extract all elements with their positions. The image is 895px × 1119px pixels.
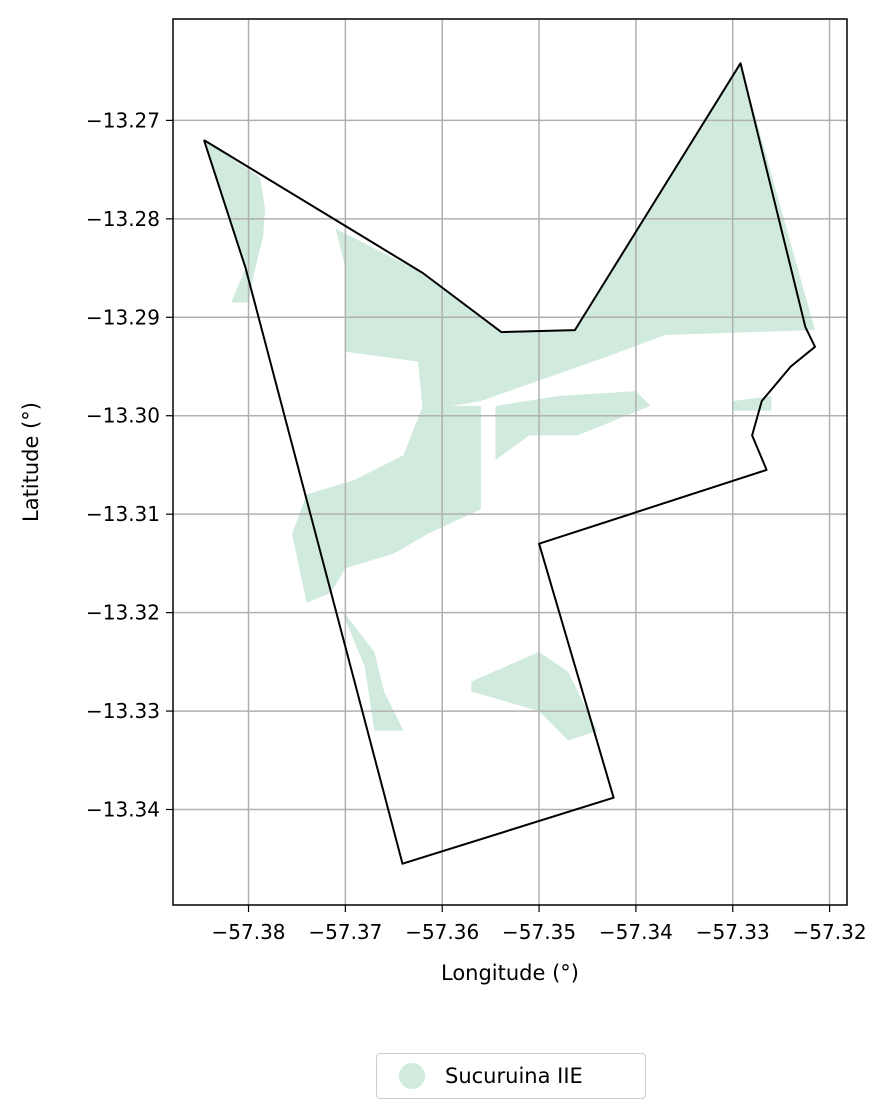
y-tick-label: −13.30 [86, 404, 160, 428]
y-tick-label: −13.33 [86, 699, 160, 723]
boundary-layer [203, 62, 816, 865]
region-fill [732, 396, 772, 411]
x-tick-label: −57.36 [405, 920, 479, 944]
y-tick-label: −13.32 [86, 601, 160, 625]
x-axis-ticks: −57.38 −57.37 −57.36 −57.35 −57.34 −57.33 −57.… [212, 905, 867, 944]
x-tick-label: −57.33 [696, 920, 770, 944]
x-tick-label: −57.38 [212, 920, 286, 944]
region-fill-layer [204, 63, 815, 741]
x-tick-label: −57.32 [793, 920, 867, 944]
x-axis-title: Longitude (°) [441, 961, 579, 985]
x-tick-label: −57.35 [502, 920, 576, 944]
y-axis-ticks: −13.27 −13.28 −13.29 −13.30 −13.31 −13.32 −13.… [86, 108, 173, 822]
region-fill [204, 140, 265, 303]
legend-label: Sucuruina IIE [445, 1064, 583, 1088]
y-tick-label: −13.31 [86, 502, 160, 526]
region-fill [471, 652, 598, 741]
region-fill [495, 391, 651, 460]
x-tick-label: −57.34 [599, 920, 673, 944]
boundary-outline [203, 62, 816, 865]
y-tick-label: −13.29 [86, 305, 160, 329]
plot-frame [172, 18, 848, 906]
legend: Sucuruina IIE [376, 1053, 646, 1099]
y-tick-label: −13.28 [86, 207, 160, 231]
region-fill [292, 405, 481, 603]
y-tick-label: −13.34 [86, 798, 160, 822]
x-tick-label: −57.37 [308, 920, 382, 944]
legend-marker [399, 1063, 425, 1089]
region-fill [335, 63, 815, 411]
y-tick-label: −13.27 [86, 108, 160, 132]
region-fill [340, 607, 404, 731]
y-axis-title: Latitude (°) [19, 402, 43, 522]
